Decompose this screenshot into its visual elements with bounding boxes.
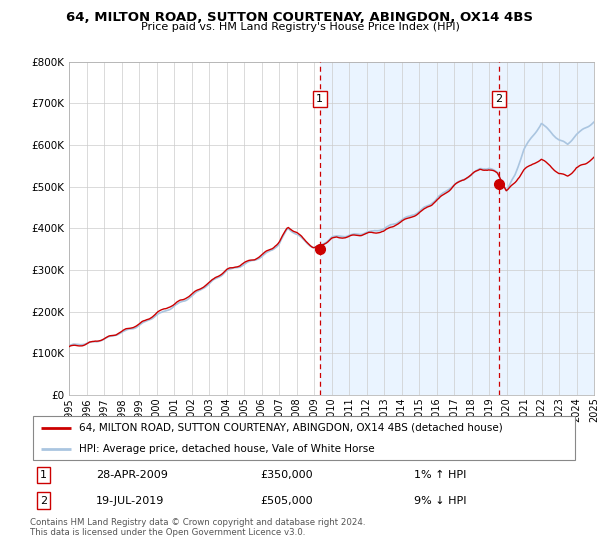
Text: 2: 2	[40, 496, 47, 506]
Text: 9% ↓ HPI: 9% ↓ HPI	[414, 496, 467, 506]
Text: 19-JUL-2019: 19-JUL-2019	[96, 496, 164, 506]
Text: 28-APR-2009: 28-APR-2009	[96, 470, 168, 480]
Text: £505,000: £505,000	[260, 496, 313, 506]
Text: 1: 1	[40, 470, 47, 480]
Text: HPI: Average price, detached house, Vale of White Horse: HPI: Average price, detached house, Vale…	[79, 444, 375, 454]
Text: £350,000: £350,000	[260, 470, 313, 480]
Bar	[320, 62, 594, 395]
Text: Price paid vs. HM Land Registry's House Price Index (HPI): Price paid vs. HM Land Registry's House …	[140, 22, 460, 32]
Text: 1: 1	[316, 94, 323, 104]
Text: 2: 2	[495, 94, 502, 104]
Text: 64, MILTON ROAD, SUTTON COURTENAY, ABINGDON, OX14 4BS (detached house): 64, MILTON ROAD, SUTTON COURTENAY, ABING…	[79, 423, 503, 433]
Text: Contains HM Land Registry data © Crown copyright and database right 2024.
This d: Contains HM Land Registry data © Crown c…	[30, 518, 365, 538]
Text: 1% ↑ HPI: 1% ↑ HPI	[414, 470, 467, 480]
FancyBboxPatch shape	[33, 416, 575, 460]
Text: 64, MILTON ROAD, SUTTON COURTENAY, ABINGDON, OX14 4BS: 64, MILTON ROAD, SUTTON COURTENAY, ABING…	[67, 11, 533, 24]
